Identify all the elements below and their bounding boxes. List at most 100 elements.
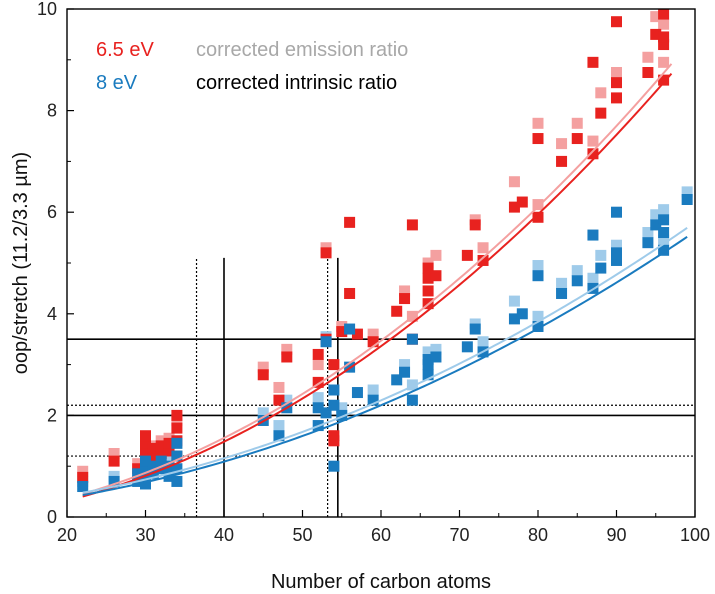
data-point [422, 346, 434, 358]
data-point [336, 402, 348, 414]
data-point [328, 384, 340, 396]
data-point [422, 262, 434, 274]
data-point [508, 295, 520, 307]
data-point [611, 92, 622, 104]
data-point [556, 287, 568, 299]
x-axis-title: Number of carbon atoms [271, 571, 491, 593]
y-tick-label: 0 [47, 507, 57, 527]
data-point [587, 272, 599, 284]
x-tick-label: 90 [606, 525, 626, 545]
data-point [571, 275, 583, 287]
data-point [595, 107, 607, 119]
data-point [328, 359, 340, 371]
data-point [147, 450, 159, 462]
data-point [650, 219, 662, 231]
data-point [273, 430, 285, 442]
x-tick-label: 60 [371, 525, 391, 545]
data-point [155, 440, 167, 452]
data-point [328, 435, 340, 447]
data-point [406, 219, 418, 231]
legend: 6.5 eV corrected emission ratio 8 eV cor… [96, 39, 408, 94]
data-point [351, 328, 363, 340]
x-tick-label: 100 [680, 525, 710, 545]
data-point [77, 481, 89, 493]
axis-ticks: 20 30 40 50 60 70 80 90 100 0 2 4 6 8 10 [37, 0, 710, 545]
data-point [658, 234, 670, 246]
data-point [681, 194, 693, 205]
data-point [77, 471, 89, 483]
data-point [532, 211, 544, 223]
data-point [642, 51, 654, 63]
y-tick-label: 10 [37, 0, 57, 19]
data-point [461, 249, 473, 261]
legend-series-8ev: 8 eV [96, 72, 138, 94]
data-point [642, 67, 654, 78]
data-point [406, 379, 418, 391]
data-point [140, 437, 151, 449]
data-point [320, 336, 332, 348]
data-point [658, 227, 670, 239]
data-point [273, 381, 285, 393]
fit-curve [82, 236, 688, 496]
data-point [171, 463, 183, 475]
x-tick-label: 50 [292, 525, 312, 545]
data-point [642, 237, 654, 249]
y-tick-label: 6 [47, 202, 57, 222]
data-point [171, 437, 183, 449]
data-point [611, 206, 622, 218]
data-point [328, 460, 340, 472]
data-point [658, 9, 670, 20]
data-point [650, 209, 662, 221]
data-point [595, 87, 607, 99]
data-point [312, 392, 324, 404]
data-point [508, 313, 520, 325]
data-point [681, 186, 693, 198]
data-point [556, 138, 568, 150]
data-point [611, 254, 622, 266]
fit-curves [82, 63, 688, 498]
data-point [532, 321, 544, 332]
data-point [108, 455, 120, 467]
data-point [532, 117, 544, 129]
x-tick-label: 80 [528, 525, 548, 545]
data-point [367, 328, 379, 340]
fit-curve [82, 72, 673, 498]
data-point [163, 437, 175, 449]
data-point [281, 343, 293, 355]
data-point [140, 430, 151, 442]
data-point [140, 465, 151, 477]
data-point [391, 305, 403, 317]
data-point [312, 376, 324, 388]
data-point [367, 336, 379, 348]
x-tick-label: 70 [449, 525, 469, 545]
fit-curve [82, 63, 673, 495]
data-point [532, 199, 544, 211]
data-point [532, 133, 544, 145]
data-point [477, 242, 489, 254]
data-point [422, 354, 434, 366]
data-point [658, 18, 670, 30]
data-point [336, 409, 348, 421]
data-point [257, 407, 269, 419]
data-point [155, 455, 167, 467]
data-point [611, 67, 622, 78]
data-point [430, 343, 442, 355]
data-point [281, 394, 293, 406]
data-point [430, 249, 442, 261]
data-point [406, 333, 418, 345]
data-point [367, 394, 379, 406]
data-point [344, 287, 356, 299]
x-tick-label: 30 [135, 525, 155, 545]
data-point [257, 369, 269, 381]
data-point [140, 445, 151, 457]
x-tick-label: 20 [57, 525, 77, 545]
data-point [406, 394, 418, 406]
data-point [281, 351, 293, 363]
data-point [140, 455, 151, 467]
data-point [508, 176, 520, 188]
y-tick-label: 2 [47, 405, 57, 425]
data-point [658, 204, 670, 216]
legend-intrinsic-ratio: corrected intrinsic ratio [196, 72, 397, 94]
data-point [571, 265, 583, 277]
